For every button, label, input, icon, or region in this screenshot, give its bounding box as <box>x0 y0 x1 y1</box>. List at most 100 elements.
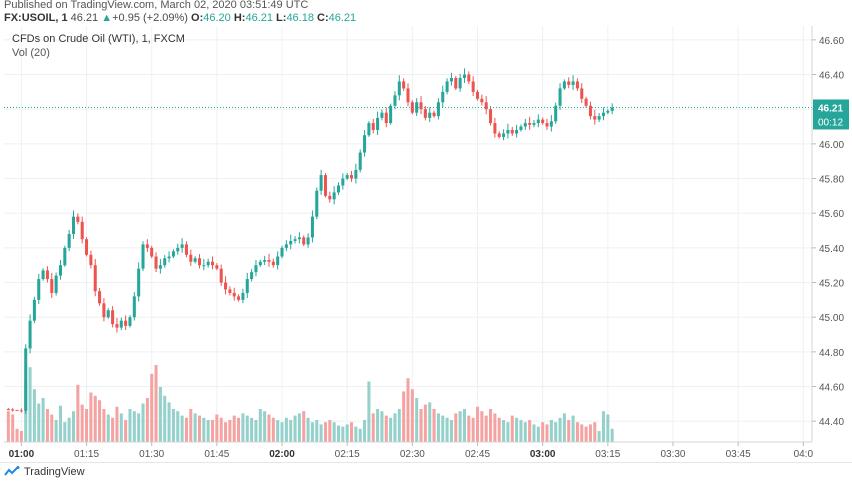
candle-body <box>350 175 354 179</box>
time-tick-label: 03:30 <box>660 449 685 460</box>
candle-body <box>541 119 545 124</box>
candle-body <box>54 275 58 293</box>
volume-bar <box>284 417 288 442</box>
volume-bar <box>137 413 141 442</box>
candle-body <box>402 81 406 89</box>
candle-body <box>406 88 410 103</box>
volume-bar <box>397 409 401 442</box>
candle-body <box>293 239 297 241</box>
high-label: H: <box>233 12 246 24</box>
candle-body <box>467 74 471 82</box>
volume-bar <box>119 413 123 442</box>
price-chart[interactable]: 46.60 46.40 46.20 46.00 45.80 45.60 45.40 45.20… <box>0 0 852 462</box>
candle-body <box>258 261 262 266</box>
price-change: +0.95 (+2.09%) <box>112 12 188 24</box>
candle-body <box>37 279 41 300</box>
volume-bar <box>232 415 236 442</box>
candle-body <box>171 251 175 257</box>
candle-body <box>93 265 97 292</box>
volume-bar <box>497 417 501 442</box>
volume-bar <box>124 420 128 442</box>
candle-body <box>336 185 341 193</box>
candle-body <box>184 244 188 255</box>
high-value: 46.21 <box>245 12 273 24</box>
open-value: 46.20 <box>203 12 231 24</box>
candle-body <box>297 237 301 240</box>
volume-bar <box>593 422 597 442</box>
volume-bar <box>354 426 358 442</box>
volume-bar <box>85 409 89 442</box>
candle-body <box>502 133 506 137</box>
volume-bar <box>523 422 527 442</box>
close-value: 46.21 <box>328 12 357 24</box>
volume-bar <box>601 411 606 442</box>
candle-body <box>323 175 327 196</box>
volume-bar <box>393 413 397 442</box>
volume-bar <box>210 420 215 442</box>
candle-body <box>124 320 128 326</box>
candle-body <box>302 237 306 245</box>
volume-bar <box>189 409 193 442</box>
volume-bar <box>258 409 262 442</box>
candle-body <box>475 91 480 99</box>
volume-bar <box>371 413 375 442</box>
volume-bar <box>363 420 367 442</box>
volume-bar <box>406 378 410 442</box>
candle-body <box>167 256 171 259</box>
volume-bar <box>532 424 536 442</box>
candle-body <box>315 190 319 217</box>
candle-body <box>271 261 275 266</box>
candle-body <box>584 98 588 106</box>
volume-bar <box>163 395 167 442</box>
volume-bar <box>250 417 254 442</box>
candle-body <box>484 102 488 110</box>
volume-bar <box>98 400 102 442</box>
volume-bar <box>45 409 49 442</box>
candle-body <box>571 81 575 85</box>
candle-body <box>597 116 601 120</box>
candle-body <box>423 109 427 118</box>
volume-bar <box>610 428 614 442</box>
candle-body <box>80 221 84 240</box>
candle-body <box>580 88 584 99</box>
volume-bar <box>219 417 223 442</box>
candle-body <box>371 123 375 130</box>
tradingview-logo[interactable]: TradingView <box>4 466 85 478</box>
volume-bar <box>462 409 466 442</box>
volume-bar <box>506 422 510 442</box>
candle-body <box>462 74 466 78</box>
volume-bar <box>11 414 15 442</box>
candle-body <box>497 133 501 137</box>
price-tick-label: 46.40 <box>819 71 844 82</box>
volume-bar <box>41 398 45 442</box>
candle-body <box>250 272 254 280</box>
volume-bar <box>228 420 232 442</box>
price-tick-label: 45.60 <box>819 209 844 220</box>
time-axis[interactable]: 01:00 01:15 01:30 01:45 02:00 02:15 02:30 02:45… <box>4 441 813 460</box>
volume-bar <box>489 409 493 442</box>
candle-body <box>575 81 579 89</box>
price-tick-label: 44.80 <box>819 348 844 359</box>
candle-body <box>601 112 606 117</box>
candle-body <box>58 265 62 276</box>
volume-bar <box>367 381 371 442</box>
volume-bar <box>115 406 119 442</box>
volume-bar <box>145 398 149 442</box>
symbol-label[interactable]: FX:USOIL, 1 <box>4 12 68 24</box>
volume-bar <box>293 415 297 442</box>
candle-body <box>50 279 54 293</box>
volume-bar <box>475 406 480 442</box>
volume-bar <box>519 420 523 442</box>
volume-bar <box>315 420 319 442</box>
volume-bar <box>6 411 10 442</box>
candle-body <box>432 112 436 117</box>
volume-bar <box>380 411 384 442</box>
candle-body <box>232 292 236 297</box>
candle-body <box>128 317 132 326</box>
volume-bar <box>310 422 314 442</box>
price-tick-label: 44.40 <box>819 417 844 428</box>
published-notice: Published on TradingView.com, March 02, … <box>4 0 309 11</box>
price-axis[interactable]: 46.6046.4046.2046.0045.8045.6045.4045.20… <box>811 26 844 442</box>
volume-bar <box>132 411 136 442</box>
candle-body <box>210 261 215 266</box>
